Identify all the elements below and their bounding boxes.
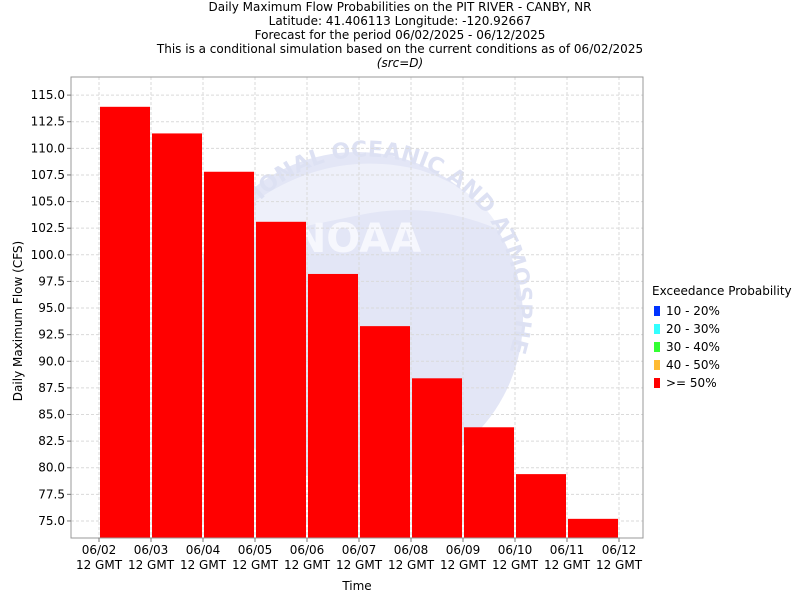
legend-label: 10 - 20% [666, 304, 720, 318]
legend: Exceedance Probability 10 - 20% 20 - 30% 3… [652, 284, 792, 392]
bar-06-05 [256, 221, 306, 538]
x-tick-time: 12 GMT [388, 558, 435, 572]
legend-label: 30 - 40% [666, 340, 720, 354]
bar-06-08 [412, 378, 462, 538]
y-tick-label: 107.5 [31, 168, 65, 182]
legend-label: 20 - 30% [666, 322, 720, 336]
x-tick-time: 12 GMT [232, 558, 279, 572]
bar-06-04 [204, 171, 254, 539]
bar-06-10 [516, 474, 566, 538]
x-axis-label: Time [341, 579, 371, 593]
y-tick-label: 75.0 [38, 514, 65, 528]
y-axis-ticks: 75.0 77.5 80.0 82.5 85.0 87.5 90.0 92.5 95.0 97.5… [31, 88, 71, 528]
bar-06-06 [308, 273, 358, 538]
y-tick-label: 115.0 [31, 88, 65, 102]
legend-swatch [654, 324, 660, 334]
y-tick-label: 82.5 [38, 434, 65, 448]
x-tick-date: 06/10 [498, 543, 533, 557]
legend-item: 10 - 20% [652, 302, 792, 320]
chart-title: Daily Maximum Flow Probabilities on the … [208, 0, 592, 14]
x-tick-date: 06/05 [238, 543, 273, 557]
legend-label: >= 50% [666, 376, 717, 390]
chart-subtitle-source: (src=D) [376, 56, 424, 70]
y-tick-label: 77.5 [38, 487, 65, 501]
chart-titles: Daily Maximum Flow Probabilities on the … [0, 0, 800, 70]
y-tick-label: 95.0 [38, 301, 65, 315]
legend-title: Exceedance Probability [652, 284, 792, 298]
y-tick-label: 97.5 [38, 274, 65, 288]
legend-item: 20 - 30% [652, 320, 792, 338]
chart-subtitle-condition: This is a conditional simulation based o… [156, 42, 644, 56]
x-tick-date: 06/04 [186, 543, 221, 557]
x-tick-time: 12 GMT [336, 558, 383, 572]
chart-subtitle-location: Latitude: 41.406113 Longitude: -120.9266… [268, 14, 532, 28]
y-tick-label: 87.5 [38, 381, 65, 395]
x-tick-date: 06/09 [446, 543, 481, 557]
x-tick-time: 12 GMT [284, 558, 331, 572]
legend-item: 30 - 40% [652, 338, 792, 356]
chart-subtitle-period: Forecast for the period 06/02/2025 - 06/… [254, 28, 546, 42]
chart-axes [70, 76, 644, 539]
y-tick-label: 102.5 [31, 221, 65, 235]
bar-06-07 [360, 326, 410, 538]
legend-swatch [654, 306, 660, 316]
x-tick-time: 12 GMT [76, 558, 123, 572]
y-tick-label: 100.0 [31, 248, 65, 262]
bar-06-03 [152, 133, 202, 538]
bar-06-11 [568, 518, 618, 538]
legend-item: 40 - 50% [652, 356, 792, 374]
y-tick-label: 105.0 [31, 195, 65, 209]
x-tick-time: 12 GMT [128, 558, 175, 572]
x-tick-time: 12 GMT [440, 558, 487, 572]
y-tick-label: 80.0 [38, 461, 65, 475]
legend-swatch [654, 360, 660, 370]
x-tick-date: 06/08 [394, 543, 429, 557]
legend-swatch [654, 342, 660, 352]
x-tick-time: 12 GMT [544, 558, 591, 572]
legend-swatch [654, 378, 660, 388]
bar-06-09 [464, 427, 514, 538]
x-tick-time: 12 GMT [492, 558, 539, 572]
x-tick-date: 06/02 [82, 543, 117, 557]
legend-items: 10 - 20% 20 - 30% 30 - 40% 40 - 50% >= 50% [652, 302, 792, 392]
x-tick-date: 06/07 [342, 543, 377, 557]
y-tick-label: 112.5 [31, 115, 65, 129]
chart-bars [100, 106, 618, 539]
y-tick-label: 85.0 [38, 407, 65, 421]
legend-label: 40 - 50% [666, 358, 720, 372]
plot-frame [70, 76, 644, 539]
x-tick-date: 06/12 [602, 543, 637, 557]
y-tick-label: 110.0 [31, 141, 65, 155]
x-tick-time: 12 GMT [596, 558, 643, 572]
y-axis-label: Daily Maximum Flow (CFS) [11, 241, 25, 401]
y-tick-label: 90.0 [38, 354, 65, 368]
y-tick-label: 92.5 [38, 328, 65, 342]
x-tick-date: 06/03 [134, 543, 169, 557]
x-tick-time: 12 GMT [180, 558, 227, 572]
x-tick-date: 06/06 [290, 543, 325, 557]
bar-06-02 [100, 106, 150, 539]
x-tick-date: 06/11 [550, 543, 585, 557]
legend-item: >= 50% [652, 374, 792, 392]
